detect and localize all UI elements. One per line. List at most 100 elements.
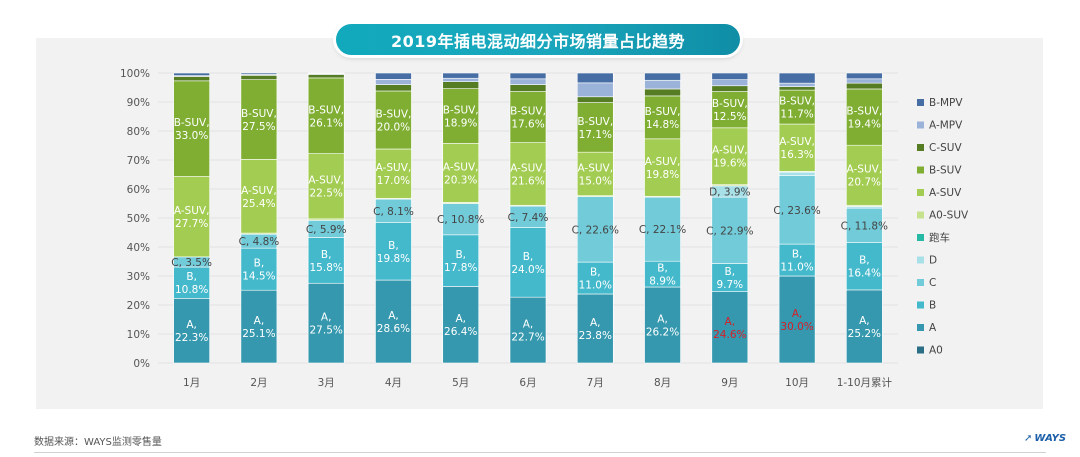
bar-segment-c-suv <box>442 81 480 89</box>
bar-segment-a-suv <box>778 123 816 172</box>
legend-item: B <box>917 300 936 312</box>
x-tick-label: 8月 <box>654 377 671 389</box>
segment-label: A-SUV, 22.5% <box>308 175 344 200</box>
legend-label: A <box>929 322 937 334</box>
y-tick-label: 50% <box>127 213 150 225</box>
segment-label: B, 15.8% <box>310 249 343 274</box>
bar-segment-a-mpv <box>375 79 412 85</box>
segment-label: A, 26.2% <box>646 314 679 339</box>
segment-label: A-SUV, 17.0% <box>376 162 412 187</box>
segment-label: B-SUV, 33.0% <box>174 117 210 142</box>
legend-label: C-SUV <box>929 142 962 154</box>
y-tick-label: 20% <box>127 300 150 312</box>
bar-segment-a-suv <box>173 176 210 258</box>
bar-segment-b <box>711 263 749 292</box>
footer-divider <box>34 452 1046 453</box>
y-tick-label: 70% <box>127 155 150 167</box>
segment-label: B-SUV, 18.9% <box>443 105 479 130</box>
bar-segment-a <box>509 296 547 364</box>
bar-segment-a-mpv <box>778 82 816 87</box>
segment-label: B-SUV, 19.4% <box>846 106 882 131</box>
bar-segment-a <box>307 282 345 364</box>
legend-label: B-SUV <box>929 165 962 177</box>
y-tick-label: 0% <box>133 358 150 370</box>
bar-segment-b <box>644 260 681 288</box>
segment-label: B, 8.9% <box>649 263 676 288</box>
legend-swatch <box>917 279 924 286</box>
segment-label: A, 23.8% <box>579 317 612 342</box>
bar-segment-a-mpv <box>442 77 480 83</box>
bar-segment-c-suv <box>307 74 345 79</box>
segment-label: B-SUV, 12.5% <box>712 98 748 123</box>
bar-segment-a-suv <box>644 138 681 197</box>
bar-stack <box>644 72 681 364</box>
segment-label: B-SUV, 17.6% <box>510 106 546 131</box>
segment-label: C, 5.9% <box>306 224 347 236</box>
bar-segment-a <box>173 298 210 364</box>
legend-label: A0-SUV <box>929 210 969 222</box>
segment-label: A-SUV, 27.7% <box>174 205 210 230</box>
x-tick-label: 9月 <box>721 377 738 389</box>
bar-segment-b <box>509 227 547 298</box>
bar-segment-b-suv <box>442 88 480 144</box>
bar-segment-c <box>778 175 816 245</box>
segment-label: A, 24.6% <box>713 316 746 341</box>
bar-segment-b-suv <box>307 77 345 154</box>
bar-segment-b-mpv <box>778 72 816 84</box>
bar-segment-b-mpv <box>644 72 681 81</box>
segment-label: B, 16.4% <box>848 255 881 280</box>
bar-segment-c <box>644 196 681 262</box>
bar-segment-a <box>644 286 681 364</box>
bar-segment-b-suv <box>173 80 210 177</box>
x-tick-label: 2月 <box>250 377 267 389</box>
bar-stack <box>375 72 412 364</box>
bar-stack <box>442 72 480 364</box>
chart-title: 2019年插电混动细分市场销量占比趋势 <box>336 24 740 55</box>
bar-segment-a <box>442 286 480 364</box>
legend-item: A <box>917 322 937 334</box>
x-tick-label: 4月 <box>385 377 402 389</box>
bar-segment-a-mpv <box>576 82 614 98</box>
bar-segment-a-suv <box>846 144 883 206</box>
source-note: 数据来源：WAYS监测零售量 <box>34 437 162 448</box>
y-tick-label: 30% <box>127 271 150 283</box>
segment-label: A-SUV, 21.6% <box>510 162 546 187</box>
bar-segment-c <box>711 196 749 264</box>
x-tick-label: 6月 <box>519 377 536 389</box>
segment-label: D, 3.9% <box>709 186 750 198</box>
legend-swatch <box>917 301 924 309</box>
bar-stack <box>846 72 883 364</box>
segment-label: C, 4.8% <box>239 236 280 248</box>
legend-label: A-SUV <box>929 187 962 199</box>
y-tick-label: 40% <box>127 242 150 254</box>
bar-segment-b <box>173 266 210 299</box>
bar-segment-b-mpv <box>307 72 345 74</box>
segment-label: C, 23.6% <box>773 205 820 217</box>
bar-stacks <box>173 72 883 364</box>
bar-segment-c-suv <box>509 84 547 92</box>
bar-segment-c-suv <box>576 96 614 103</box>
x-tick-label: 10月 <box>785 377 809 389</box>
y-tick-label: 10% <box>127 329 150 341</box>
bar-segment-b-mpv <box>240 72 278 75</box>
bar-segment-a <box>711 291 749 364</box>
bar-segment-c-suv <box>644 88 681 97</box>
bar-segment-c-suv <box>846 82 883 90</box>
segment-label: A, 30.0% <box>780 308 813 333</box>
legend-swatch <box>917 211 924 219</box>
bar-segment-a-suv <box>375 148 412 199</box>
legend-label: B <box>929 300 936 312</box>
bar-segment-a <box>576 293 614 364</box>
logo-text: WAYS <box>1034 433 1067 444</box>
segment-label: C, 22.9% <box>706 225 753 237</box>
bar-segment-c-suv <box>173 76 210 82</box>
segment-label: C, 8.1% <box>373 206 414 218</box>
bar-segment-b-mpv <box>173 72 210 76</box>
segment-label: B-SUV, 26.1% <box>308 104 344 129</box>
legend-label: B-MPV <box>929 97 963 109</box>
segment-label: C, 3.5% <box>171 257 212 269</box>
segment-label: C, 7.4% <box>508 212 549 224</box>
segment-label: A, 22.7% <box>511 319 544 344</box>
x-tick-label: 1月 <box>183 377 200 389</box>
